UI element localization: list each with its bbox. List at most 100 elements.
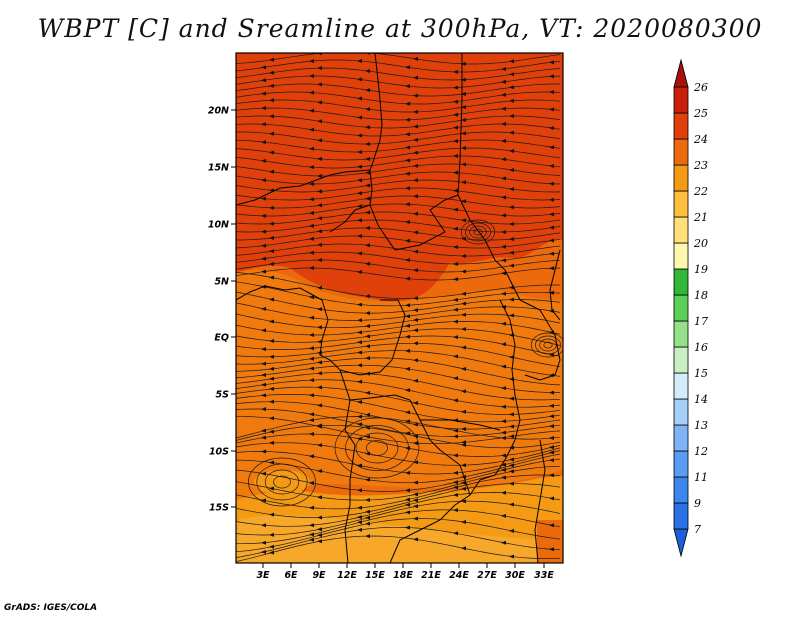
streamline-arrow — [357, 520, 362, 525]
streamline-arrow — [309, 523, 314, 528]
streamline — [236, 195, 561, 209]
streamline-arrow — [317, 285, 322, 290]
colorbar-arrow-high — [673, 58, 689, 88]
streamline-arrow — [405, 419, 410, 424]
colorbar-swatch — [673, 476, 689, 504]
streamline-arrow — [413, 56, 418, 61]
streamline-arrow — [309, 378, 314, 383]
streamline-arrow — [413, 422, 418, 427]
streamline-arrow — [269, 262, 274, 266]
streamline-arrow — [269, 339, 274, 343]
streamline-arrow — [365, 434, 370, 439]
streamline-arrow — [309, 346, 314, 351]
streamline-arrow — [461, 162, 466, 167]
streamline-arrow — [501, 430, 506, 435]
streamline — [236, 442, 561, 466]
streamline-arrow — [501, 404, 506, 409]
streamline-arrow — [501, 467, 506, 472]
streamline-arrow — [413, 378, 418, 383]
streamline-arrow — [405, 446, 410, 451]
streamline-arrow — [461, 499, 466, 504]
streamline-arrow — [309, 393, 314, 398]
streamline-arrow — [461, 254, 466, 258]
streamline-arrow — [509, 463, 514, 468]
colorbar-label: 13 — [694, 419, 708, 432]
streamline — [236, 211, 561, 225]
colorbar-swatch — [673, 216, 689, 244]
colorbar-swatch — [673, 372, 689, 400]
vortex-ring — [465, 222, 491, 242]
streamline-arrow — [317, 174, 322, 178]
streamline-arrow — [317, 119, 322, 124]
streamline-arrow — [405, 303, 410, 308]
streamline-arrow — [453, 188, 458, 193]
streamline-arrow — [549, 403, 554, 408]
streamline-arrow — [549, 309, 554, 313]
streamline-arrow — [309, 481, 314, 485]
streamline-arrow — [413, 480, 418, 485]
streamline-arrow — [405, 410, 410, 415]
streamline-arrow — [509, 114, 514, 118]
streamline-arrow — [317, 258, 322, 262]
streamline-arrow — [261, 361, 266, 366]
streamline-arrow — [261, 393, 266, 398]
streamline-arrow — [269, 399, 274, 404]
streamline-arrow — [453, 85, 458, 90]
streamline-arrow — [365, 344, 370, 349]
streamline-arrow — [357, 164, 362, 169]
streamline-arrow — [453, 376, 458, 381]
streamline-arrow — [549, 90, 554, 95]
streamline-arrow — [309, 266, 314, 270]
streamline-arrow — [413, 434, 418, 439]
streamline-arrow — [317, 339, 322, 344]
colorbar-swatch — [673, 268, 689, 296]
streamline-arrow — [509, 263, 514, 268]
streamline-arrow — [453, 99, 458, 104]
streamline-arrow — [309, 315, 314, 320]
streamline-arrow — [453, 485, 458, 490]
streamline-arrow — [509, 424, 514, 429]
lat-label: 10N — [208, 220, 229, 231]
streamline-arrow — [317, 100, 322, 105]
streamline-arrow — [365, 107, 370, 112]
streamline-arrow — [357, 204, 362, 209]
streamline-arrow — [413, 150, 418, 155]
streamline-arrow — [261, 91, 266, 96]
streamline-arrow — [317, 229, 322, 234]
streamline-arrow — [461, 480, 466, 485]
streamline-arrow — [501, 271, 506, 276]
streamline-arrow — [317, 360, 322, 365]
streamline-arrow — [405, 171, 410, 176]
streamline-arrow — [261, 407, 266, 412]
streamline-arrow — [365, 196, 370, 201]
streamline — [236, 115, 561, 129]
streamline — [236, 99, 561, 113]
streamline-arrow — [365, 425, 370, 430]
streamline-arrow — [365, 294, 370, 299]
streamline-arrow — [453, 480, 458, 485]
streamline-arrow — [461, 409, 466, 414]
streamline-arrow — [309, 146, 314, 151]
streamline-arrow — [509, 237, 514, 242]
streamline-arrow — [357, 488, 362, 493]
streamline-arrow — [365, 311, 370, 316]
streamline-arrow — [501, 364, 506, 369]
streamline-arrow — [405, 488, 410, 493]
streamline-arrow — [309, 90, 314, 95]
streamline-arrow — [357, 59, 362, 63]
streamline — [236, 53, 561, 65]
streamline-arrow — [309, 182, 314, 186]
streamline-arrow — [501, 92, 506, 97]
streamline-arrow — [365, 125, 370, 130]
colorbar-swatch — [673, 164, 689, 192]
streamline-arrow — [509, 313, 514, 318]
streamline-arrow — [549, 181, 554, 186]
streamline-arrow — [261, 229, 266, 234]
streamline-arrow — [357, 115, 362, 120]
longitude-labels: 3E 6E 9E 12E 15E 18E 21E 24E 27E 30E 33E — [256, 563, 554, 581]
streamline-arrow — [405, 276, 410, 281]
streamline-arrow — [549, 458, 554, 463]
streamline-arrow — [269, 70, 274, 75]
streamline-arrow — [549, 390, 554, 395]
streamline-arrow — [405, 117, 410, 122]
